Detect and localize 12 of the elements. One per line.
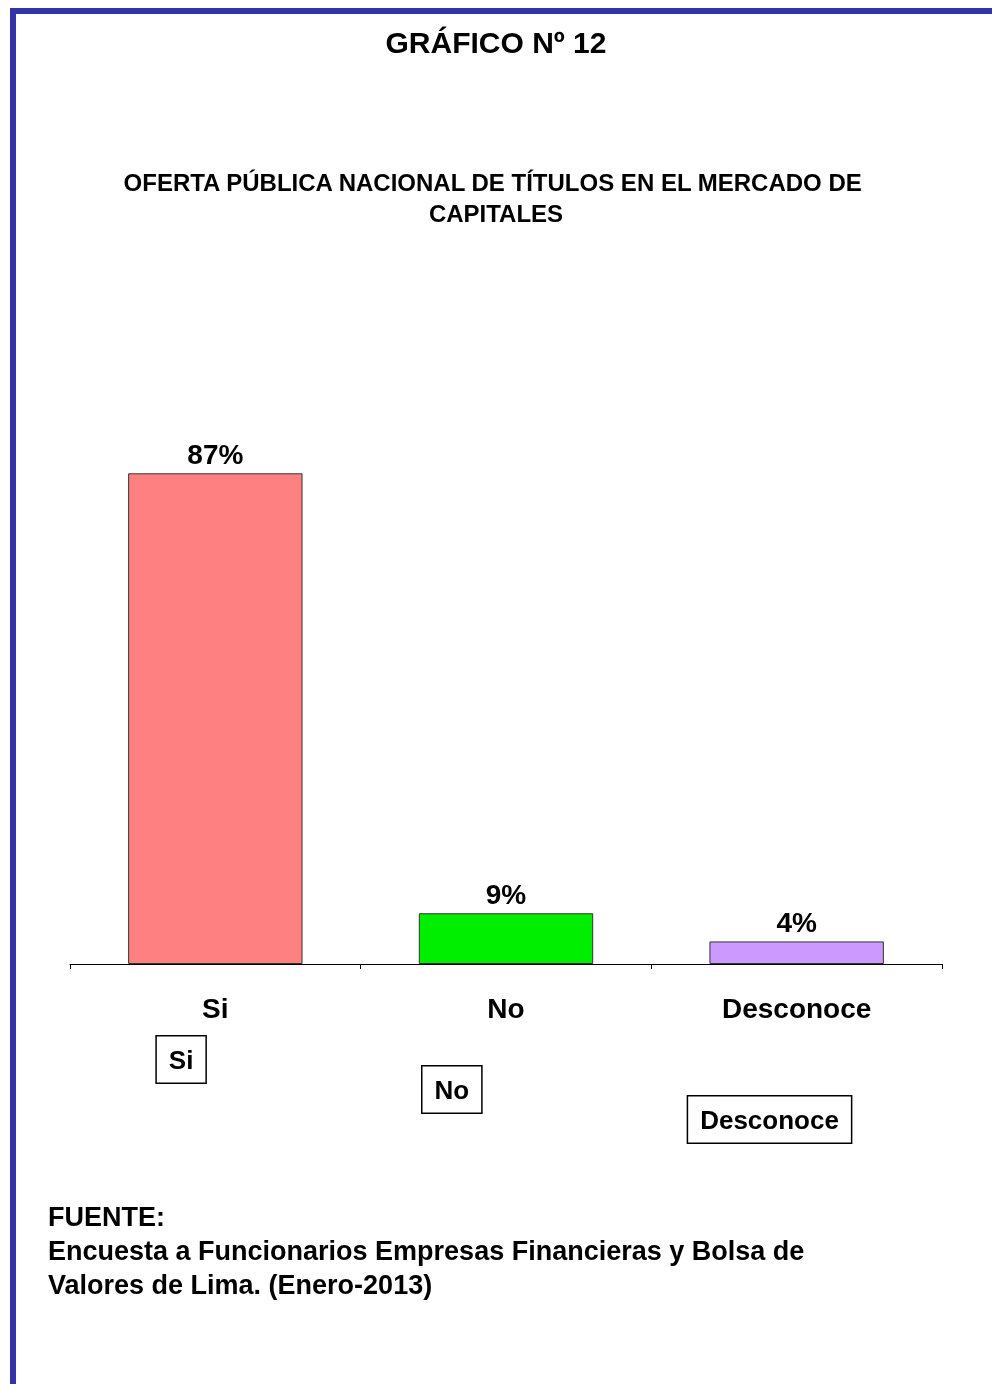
data-label: 9%: [485, 878, 527, 910]
data-label: 87%: [187, 438, 244, 470]
text: Si: [168, 1044, 194, 1075]
x-tick-label: Desconoce: [721, 992, 872, 1024]
chart-title: GRÁFICO Nº 12: [385, 25, 607, 59]
x-tick-label: No: [487, 992, 525, 1024]
source-note: FUENTE: Encuesta a Funcionarios Empresas Financieras y Bolsa de Valores de Lima. (Enero-2013): [48, 1202, 805, 1300]
x-tick-label: Si: [202, 992, 229, 1024]
text: No: [434, 1074, 470, 1105]
text: Desconoce: [700, 1104, 839, 1135]
data-label: 4%: [776, 906, 817, 938]
chart-subtitle: OFERTA PÚBLICA NACIONAL DE TÍTULOS EN EL MERCADO DE CAPITALES: [123, 169, 869, 227]
